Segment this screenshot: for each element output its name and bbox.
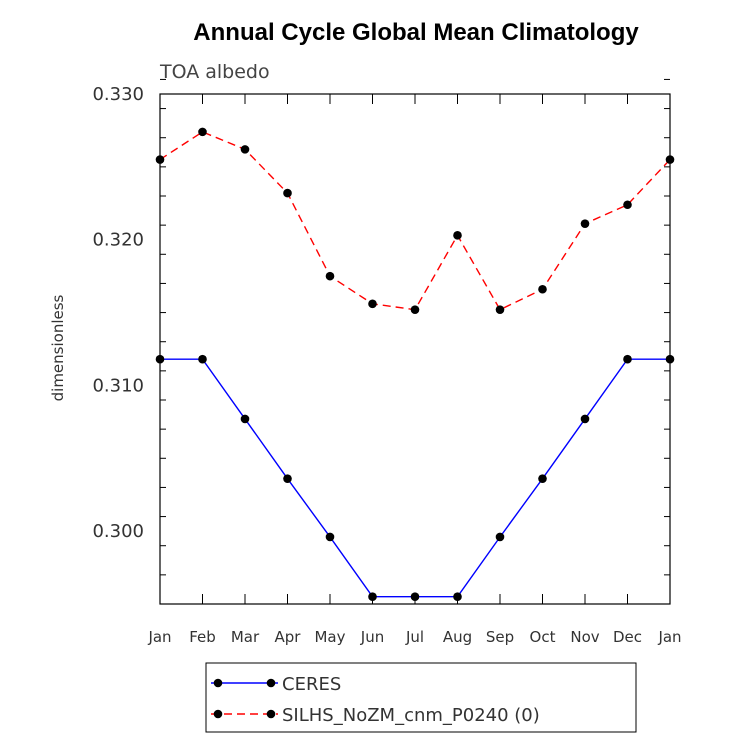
legend-marker [213,678,223,688]
legend-marker [266,709,276,719]
x-tick-label: Sep [486,628,514,646]
y-tick-labels: 0.300 0.310 0.320 0.330 [92,84,144,542]
data-point [495,532,505,542]
data-point [538,474,547,483]
data-point [198,127,207,137]
x-tick-label: Jan [147,628,171,646]
legend-entry: CERES [211,674,341,695]
data-point [495,305,505,314]
legend: CERES SILHS_NoZM_cnm_P0240 (0) [205,662,637,733]
axis-ticks [159,78,671,605]
series-layer [155,127,675,602]
data-point [368,299,377,309]
legend-label: CERES [282,674,341,695]
x-tick-label: Jan [657,628,681,646]
data-point [240,414,250,424]
data-point [198,354,207,364]
data-point [453,231,462,240]
data-point [155,354,165,364]
y-axis-label: dimensionless [49,294,67,401]
data-point [410,592,420,602]
legend-box [205,662,637,733]
data-point [580,219,590,228]
legend-entries: CERES SILHS_NoZM_cnm_P0240 (0) [211,674,540,726]
series-2 [155,127,675,314]
x-tick-label: Jul [405,628,424,646]
data-point [623,354,632,364]
x-tick-label: Apr [275,628,302,646]
chart-title: Annual Cycle Global Mean Climatology [193,19,639,46]
x-tick-label: Jun [360,628,384,646]
data-point [538,284,547,294]
data-point [623,200,632,210]
data-point [665,354,675,364]
y-tick-label: 0.330 [92,84,144,105]
series-line [159,131,671,311]
data-point [155,155,165,164]
data-point [283,188,292,198]
x-tick-label: Feb [189,628,216,646]
x-tick-label: Oct [530,628,556,646]
data-point [453,592,462,602]
data-point [240,145,250,154]
series-1 [155,354,675,602]
chart-subtitle: TOA albedo [159,61,270,83]
data-point [410,305,420,314]
y-tick-label: 0.320 [92,230,144,251]
x-tick-label: Nov [570,628,599,646]
legend-marker [213,709,223,719]
legend-entry: SILHS_NoZM_cnm_P0240 (0) [211,705,540,726]
x-tick-label: Mar [231,628,260,646]
x-tick-labels: Jan Feb Mar Apr May Jun Jul Aug Sep Oct Nov Dec Jan [147,628,681,646]
data-point [325,532,335,542]
x-tick-label: Aug [443,628,472,646]
legend-label: SILHS_NoZM_cnm_P0240 (0) [282,705,540,726]
y-tick-label: 0.310 [92,375,144,396]
data-point [580,414,590,424]
data-point [325,271,335,281]
legend-marker [266,678,276,688]
y-tick-label: 0.300 [92,521,144,542]
plot-frame [159,93,671,605]
x-tick-label: Dec [613,628,642,646]
x-tick-label: May [314,628,345,646]
data-point [283,474,292,483]
data-point [368,592,377,602]
series-line [160,358,670,598]
data-point [665,155,675,164]
